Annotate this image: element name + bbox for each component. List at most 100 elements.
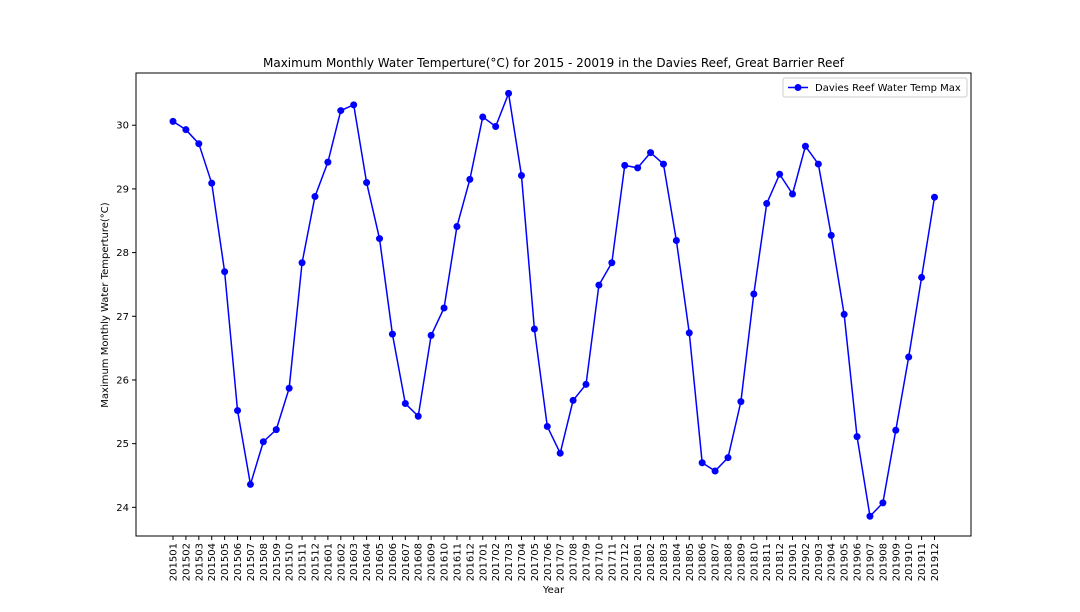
x-tick-label: 201809	[736, 543, 747, 581]
x-tick-label: 201508	[259, 543, 270, 581]
data-point	[440, 304, 448, 312]
data-point	[479, 113, 487, 121]
data-point	[363, 179, 371, 187]
x-tick-label: 201702	[491, 543, 502, 581]
y-tick-label: 29	[116, 184, 129, 195]
x-tick-label: 201502	[181, 543, 192, 581]
x-tick-label: 201512	[310, 543, 321, 581]
data-point	[182, 126, 190, 134]
y-axis-title: Maximum Monthly Water Temperture(°C)	[100, 202, 111, 408]
data-point	[324, 158, 332, 166]
x-tick-label: 201812	[775, 543, 786, 581]
data-point	[466, 175, 474, 183]
data-point	[246, 480, 254, 488]
x-tick-label: 201902	[801, 543, 812, 581]
data-point	[350, 101, 358, 109]
x-tick-label: 201711	[607, 543, 618, 581]
x-tick-label: 201710	[594, 543, 605, 581]
data-point	[672, 236, 680, 244]
legend-marker-swatch	[794, 84, 802, 91]
data-point	[311, 193, 319, 201]
data-point	[659, 160, 667, 168]
x-tick-label: 201501	[169, 543, 180, 581]
data-point	[918, 273, 926, 281]
x-tick-label: 201705	[530, 543, 541, 581]
x-tick-label: 201807	[711, 543, 722, 581]
x-tick-label: 201911	[917, 543, 928, 581]
x-tick-label: 201609	[427, 543, 438, 581]
data-point	[569, 396, 577, 404]
data-point	[414, 412, 422, 420]
data-point	[376, 235, 384, 243]
x-tick-label: 201802	[646, 543, 657, 581]
x-tick-label: 201510	[285, 543, 296, 581]
data-point	[595, 281, 603, 289]
x-tick-label: 201806	[698, 543, 709, 581]
data-point	[621, 161, 629, 169]
x-tick-label: 201811	[762, 543, 773, 581]
data-point	[208, 179, 216, 187]
legend: Davies Reef Water Temp Max	[782, 77, 968, 98]
x-tick-label: 201804	[672, 543, 683, 581]
x-tick-label: 201904	[827, 543, 838, 581]
x-axis-title: Year	[542, 585, 565, 596]
x-tick-label: 201905	[840, 543, 851, 581]
x-tick-label: 201611	[452, 543, 463, 581]
x-tick-label: 201906	[853, 543, 864, 581]
data-point	[905, 353, 913, 361]
data-point	[505, 89, 513, 97]
data-point	[892, 426, 900, 434]
x-tick-label: 201703	[504, 543, 515, 581]
data-point	[853, 433, 861, 441]
y-tick-label: 24	[116, 503, 129, 514]
x-tick-label: 201706	[543, 543, 554, 581]
plot-frame	[135, 72, 972, 537]
chart-title: Maximum Monthly Water Temperture(°C) for…	[263, 56, 845, 70]
x-tick-label: 201504	[207, 543, 218, 581]
data-point	[827, 231, 835, 239]
x-tick-label: 201901	[788, 543, 799, 581]
data-point	[517, 172, 525, 180]
x-tick-label: 201708	[569, 543, 580, 581]
x-tick-label: 201910	[904, 543, 915, 581]
data-point	[685, 329, 693, 337]
data-point	[763, 200, 771, 208]
x-tick-label: 201701	[478, 543, 489, 581]
x-tick-label: 201506	[233, 543, 244, 581]
data-point	[543, 422, 551, 430]
y-tick-label: 25	[116, 439, 129, 450]
data-point	[530, 325, 538, 333]
data-point	[388, 330, 396, 338]
x-tick-label: 201608	[414, 543, 425, 581]
x-tick-label: 201903	[814, 543, 825, 581]
data-point	[724, 454, 732, 462]
data-point	[169, 117, 177, 125]
data-point	[582, 380, 590, 388]
x-tick-label: 201912	[930, 543, 941, 581]
x-tick-label: 201507	[246, 543, 257, 581]
data-point	[789, 190, 797, 198]
data-point	[840, 310, 848, 318]
data-point	[866, 512, 874, 520]
data-point	[298, 259, 306, 267]
data-point	[711, 467, 719, 475]
data-point	[931, 193, 938, 201]
x-tick-label: 201907	[865, 543, 876, 581]
data-point	[698, 459, 706, 467]
x-tick-label: 201808	[723, 543, 734, 581]
x-tick-label: 201610	[440, 543, 451, 581]
x-tick-label: 201607	[401, 543, 412, 581]
data-point	[634, 164, 642, 172]
x-tick-label: 201511	[298, 543, 309, 581]
data-point	[221, 268, 229, 276]
x-tick-label: 201712	[620, 543, 631, 581]
data-point	[259, 438, 267, 446]
x-tick-label: 201604	[362, 543, 373, 581]
data-point	[737, 398, 745, 406]
data-point	[556, 449, 564, 457]
x-axis: 201501 201502 201503 201504 201505 201506 2015…	[169, 536, 941, 581]
x-tick-label: 201707	[556, 543, 567, 581]
x-tick-label: 201509	[272, 543, 283, 581]
